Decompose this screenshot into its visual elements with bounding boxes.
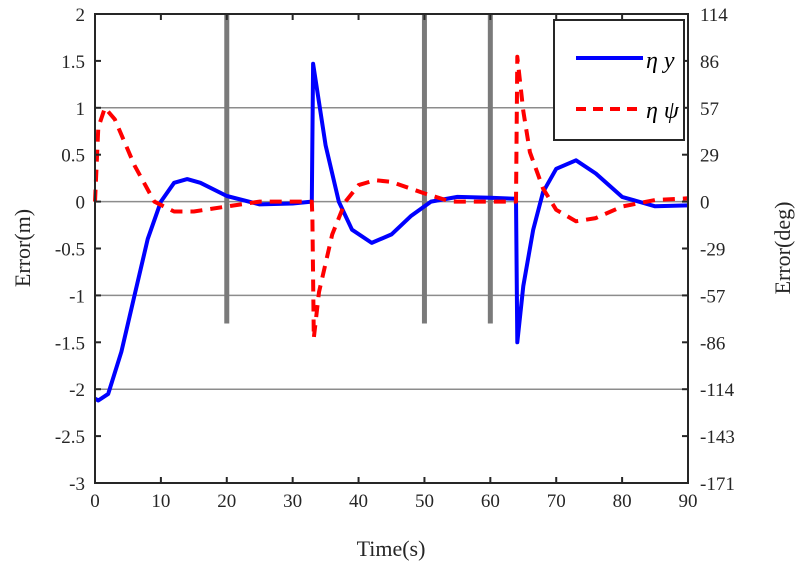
y-tick-label: -2.5 — [55, 427, 85, 448]
x-tick-label: 10 — [151, 491, 170, 512]
legend-label-eta-psi: η ψ — [646, 98, 680, 124]
y-right-tick-label: -29 — [700, 240, 725, 261]
y-tick-label: -0.5 — [55, 240, 85, 261]
y-tick-label: -1 — [69, 286, 85, 307]
y-right-tick-label: -143 — [700, 427, 735, 448]
y-tick-label: 1.5 — [61, 52, 85, 73]
x-tick-label: 90 — [679, 491, 698, 512]
x-tick-label: 30 — [283, 491, 302, 512]
legend-box — [553, 19, 685, 141]
x-tick-label: 0 — [90, 491, 100, 512]
legend: η y η ψ — [553, 19, 685, 141]
y-tick-label: 1 — [76, 99, 86, 120]
y-right-tick-label: -114 — [700, 380, 735, 401]
y-right-tick-label: -57 — [700, 286, 725, 307]
y-right-tick-label: 86 — [700, 52, 719, 73]
vertical-markers — [224, 14, 493, 324]
y-right-tick-label: -86 — [700, 333, 725, 354]
x-tick-label: 80 — [613, 491, 632, 512]
y-right-tick-label: 29 — [700, 146, 719, 167]
legend-label-eta-y: η y — [646, 48, 675, 74]
y-right-tick-label: -171 — [700, 474, 735, 495]
series-line-1 — [93, 54, 689, 341]
grid — [95, 107, 688, 390]
x-tick-label: 40 — [349, 491, 368, 512]
series-layer — [93, 54, 689, 403]
x-tick-label: 70 — [547, 491, 566, 512]
y-tick-label: 0.5 — [61, 146, 85, 167]
y-axis-label: Error(m) — [10, 209, 35, 287]
y-right-tick-label: 0 — [700, 193, 710, 214]
series-line-0 — [94, 61, 689, 403]
y-right-tick-label: 114 — [700, 5, 728, 26]
ticks: 0 10 20 30 40 50 60 70 80 90 2 1.5 1 0.5 0 -0.5 -1 -1.5 -2… — [55, 5, 735, 512]
y-tick-label: 2 — [76, 5, 86, 26]
y-right-tick-label: 57 — [700, 99, 719, 120]
y-tick-label: -1.5 — [55, 333, 85, 354]
x-tick-label: 60 — [481, 491, 500, 512]
y-right-axis-label: Error(deg) — [770, 202, 795, 295]
x-tick-label: 50 — [415, 491, 434, 512]
x-axis-label: Time(s) — [357, 536, 426, 561]
y-tick-label: -3 — [69, 474, 85, 495]
x-tick-label: 20 — [217, 491, 236, 512]
y-tick-label: 0 — [76, 193, 86, 214]
y-tick-label: -2 — [69, 380, 85, 401]
